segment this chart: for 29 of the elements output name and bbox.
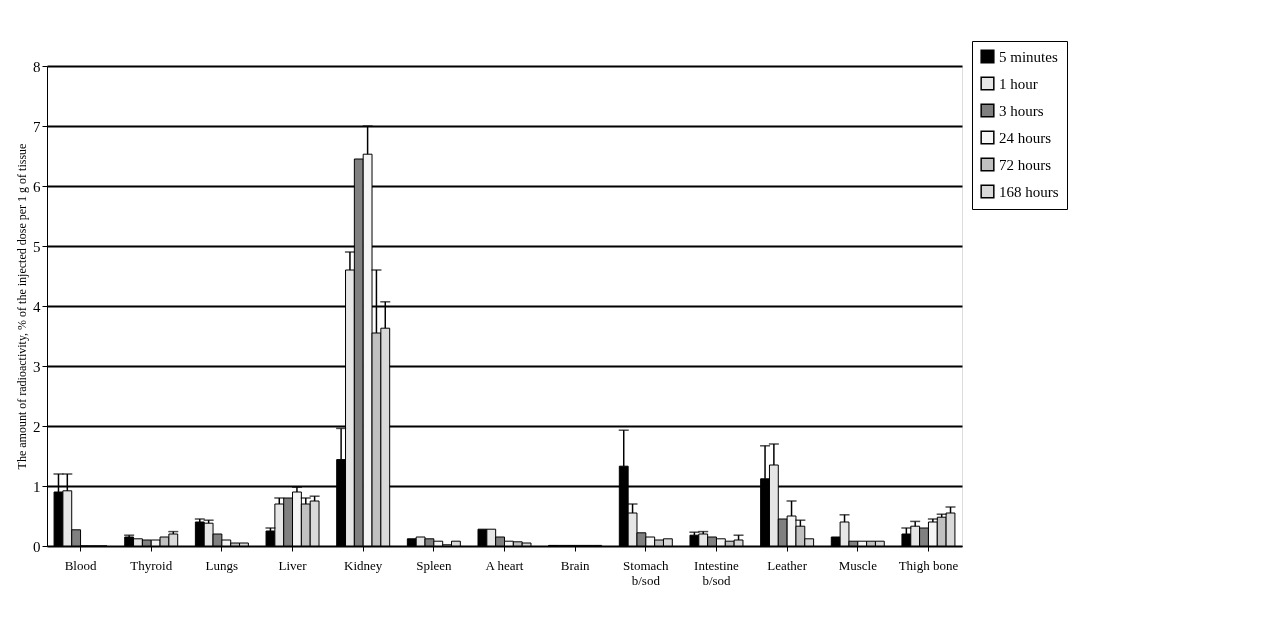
x-tick-label: A heart xyxy=(485,557,524,573)
y-tick-label: 3 xyxy=(33,358,41,375)
y-tick-label: 7 xyxy=(33,118,41,135)
x-tick-label: Thyroid xyxy=(130,557,173,573)
legend-label: 1 hour xyxy=(999,75,1038,92)
x-tick-label: Blood xyxy=(64,557,97,573)
y-tick-label: 2 xyxy=(33,418,41,435)
legend-label: 72 hours xyxy=(999,156,1052,173)
y-tick-label: 8 xyxy=(33,58,41,75)
legend-label: 3 hours xyxy=(999,102,1044,119)
x-tick-label: Thigh bone xyxy=(898,557,959,573)
legend-label: 168 hours xyxy=(999,183,1059,200)
x-tick-label: Intestine b/sod xyxy=(694,557,740,588)
x-tick-label: Liver xyxy=(278,557,308,573)
y-tick-label: 0 xyxy=(33,538,41,555)
x-tick-label: Stomach b/sod xyxy=(623,557,670,588)
y-axis-title: The amount of radioactivity, % of the injected dose per 1 g of tissue xyxy=(15,143,29,470)
legend-label: 5 minutes xyxy=(999,48,1058,65)
y-tick-label: 4 xyxy=(33,298,41,315)
x-tick-label: Brain xyxy=(560,557,591,573)
x-tick-label: Lungs xyxy=(205,557,239,573)
x-tick-label: Spleen xyxy=(416,557,453,573)
x-tick-label: Muscle xyxy=(838,557,878,573)
y-tick-label: 5 xyxy=(33,238,41,255)
x-tick-label: Leather xyxy=(767,557,808,573)
y-tick-label: 1 xyxy=(33,478,41,495)
legend-label: 24 hours xyxy=(999,129,1052,146)
y-tick-label: 6 xyxy=(33,178,41,195)
x-tick-label: Kidney xyxy=(344,557,383,573)
